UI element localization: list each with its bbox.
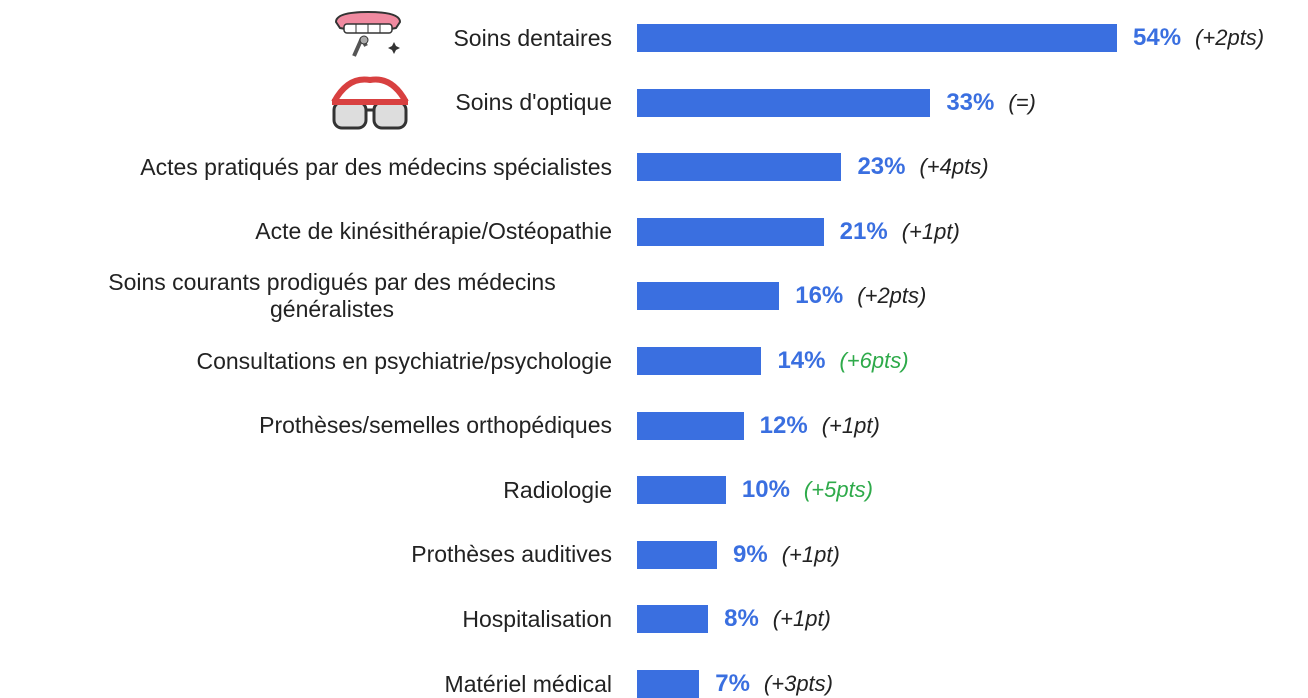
change-label: (+3pts) [763, 671, 833, 696]
change-label: (+1pt) [781, 541, 840, 567]
change-label: (+1pt) [901, 218, 960, 244]
category-label: Soins courants prodigués par des médecin… [0, 269, 612, 323]
bar [637, 411, 744, 440]
value-group: 14% (+6pts) [777, 347, 908, 375]
bar [637, 670, 700, 698]
change-label: (+2pts) [857, 283, 927, 309]
category-text: Soins d'optique [455, 89, 612, 116]
bar [637, 605, 709, 634]
category-label: Prothèses auditives [0, 541, 612, 568]
bar [637, 476, 726, 505]
bar [637, 88, 931, 117]
change-label: (=) [1008, 89, 1036, 115]
change-label: (+5pts) [803, 477, 874, 503]
value-label: 14% [777, 347, 826, 374]
category-label: Radiologie [0, 477, 612, 504]
value-group: 12% (+1pt) [760, 412, 880, 440]
category-text: Prothèses/semelles orthopédiques [259, 412, 612, 439]
bar [637, 347, 762, 375]
change-label: (+6pts) [839, 348, 909, 373]
category-label: Consultations en psychiatrie/psychologie [0, 348, 612, 375]
value-label: 33% [946, 88, 995, 116]
category-text: Radiologie [503, 476, 612, 503]
change-label: (+1pt) [772, 606, 831, 632]
bar [637, 217, 824, 246]
category-text: Actes pratiqués par des médecins spécial… [140, 153, 612, 180]
category-label: Actes pratiqués par des médecins spécial… [0, 154, 612, 181]
bar [637, 153, 842, 182]
value-label: 12% [759, 411, 808, 439]
value-group: 21% (+1pt) [840, 218, 960, 246]
category-text: Acte de kinésithérapie/Ostéopathie [255, 218, 612, 245]
value-label: 23% [857, 153, 906, 181]
category-label: Soins dentaires [0, 25, 612, 52]
value-label: 10% [741, 476, 790, 504]
value-group: 16% (+2pts) [795, 282, 926, 310]
value-label: 54% [1133, 24, 1182, 51]
value-group: 23% (+4pts) [857, 153, 988, 181]
value-group: 9% (+1pt) [733, 541, 840, 569]
bar [637, 540, 717, 569]
category-text: Matériel médical [444, 670, 612, 697]
change-label: (+4pts) [919, 154, 989, 180]
value-label: 7% [715, 670, 750, 697]
category-text: Soins dentaires [453, 24, 612, 51]
bar [637, 282, 780, 311]
value-group: 7% (+3pts) [715, 670, 833, 698]
category-label: Hospitalisation [0, 606, 612, 633]
category-label: Soins d'optique [0, 89, 612, 116]
tooth-icon [334, 10, 402, 57]
value-group: 33% (=) [946, 89, 1036, 117]
value-label: 21% [839, 217, 888, 245]
value-group: 10% (+5pts) [742, 476, 873, 504]
value-group: 8% (+1pt) [724, 605, 831, 633]
category-label: Prothèses/semelles orthopédiques [0, 412, 612, 439]
glasses-icon [331, 76, 409, 130]
bar [637, 24, 1117, 52]
change-label: (+1pt) [821, 412, 880, 438]
value-label: 9% [733, 540, 768, 568]
value-label: 16% [795, 282, 844, 310]
category-text: Soins courants prodigués par des médecin… [108, 269, 556, 323]
category-text: Prothèses auditives [411, 541, 612, 568]
value-group: 54% (+2pts) [1133, 24, 1264, 52]
category-label: Acte de kinésithérapie/Ostéopathie [0, 218, 612, 245]
category-text: Consultations en psychiatrie/psychologie [196, 347, 612, 374]
value-label: 8% [724, 605, 759, 633]
category-text: Hospitalisation [462, 605, 612, 632]
category-label: Matériel médical [0, 671, 612, 698]
change-label: (+2pts) [1195, 25, 1265, 50]
